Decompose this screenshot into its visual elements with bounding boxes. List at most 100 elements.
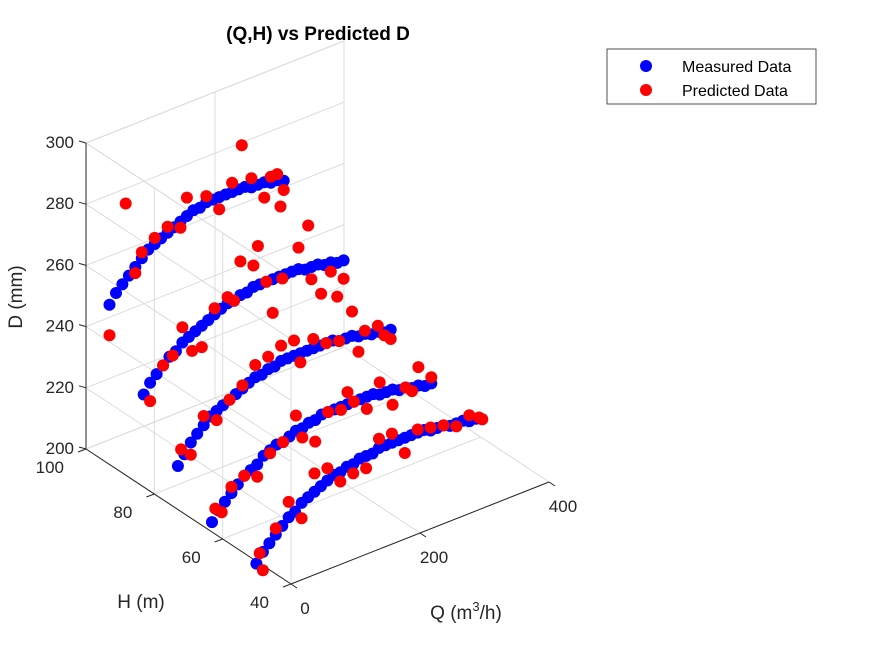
predicted-point — [384, 333, 397, 345]
y-tick — [146, 493, 155, 498]
grid-lines — [85, 40, 550, 585]
predicted-point — [347, 467, 360, 480]
predicted-point — [253, 547, 266, 560]
grid-line — [214, 397, 421, 534]
measured-point — [171, 460, 184, 472]
x-axis-label: Q (m3/h) — [430, 599, 502, 624]
predicted-point — [277, 436, 289, 449]
predicted-point — [103, 329, 116, 342]
predicted-point — [174, 221, 187, 234]
z-tick-label: 300 — [46, 133, 74, 152]
predicted-point — [385, 427, 398, 440]
predicted-point — [347, 395, 360, 408]
predicted-point — [175, 443, 188, 456]
measured-point — [103, 298, 116, 311]
predicted-point — [245, 172, 258, 185]
z-tick-label: 240 — [46, 317, 74, 336]
predicted-point — [373, 376, 386, 389]
predicted-point — [296, 431, 309, 444]
predicted-point — [144, 395, 157, 408]
legend-box — [606, 48, 817, 105]
predicted-point — [398, 447, 411, 459]
predicted-point — [197, 410, 210, 422]
predicted-point — [264, 447, 277, 460]
z-tick — [78, 140, 87, 144]
grid-line — [85, 326, 292, 463]
predicted-point — [258, 191, 271, 204]
predicted-point — [294, 356, 307, 369]
predicted-point — [274, 200, 287, 213]
predicted-point — [176, 321, 189, 334]
grid-line — [85, 224, 345, 328]
predicted-point — [269, 522, 282, 535]
measured-point — [191, 427, 204, 440]
z-tick — [78, 262, 87, 266]
measured-point — [144, 376, 157, 389]
y-tick — [77, 448, 87, 453]
z-tick — [78, 324, 87, 328]
predicted-point — [411, 423, 424, 436]
predicted-point — [210, 414, 223, 427]
predicted-point — [157, 359, 170, 372]
predicted-point — [341, 386, 354, 399]
predicted-point — [129, 267, 142, 280]
predicted-point — [195, 341, 208, 354]
grid-line — [85, 285, 345, 389]
z-tick-label: 260 — [46, 255, 74, 274]
measured-point — [116, 278, 129, 291]
x-tick — [290, 583, 298, 589]
predicted-point — [228, 294, 240, 307]
predicted-point — [333, 335, 346, 347]
x-tick — [548, 481, 556, 487]
predicted-point — [352, 345, 365, 358]
y-tick — [282, 583, 292, 588]
predicted-point — [225, 480, 238, 493]
grid-line — [222, 436, 481, 540]
z-tick-label: 280 — [46, 194, 74, 213]
predicted-point — [235, 139, 248, 152]
predicted-point — [406, 385, 418, 398]
predicted-point — [200, 190, 213, 203]
measured-point — [251, 458, 264, 471]
predicted-point — [251, 470, 264, 483]
grid-line — [85, 101, 345, 205]
y-tick-label: 100 — [36, 458, 64, 477]
predicted-point — [346, 305, 358, 318]
predicted-point — [161, 220, 174, 233]
predicted-point — [309, 435, 322, 448]
predicted-point — [307, 333, 320, 345]
predicted-point — [358, 324, 371, 337]
predicted-point — [276, 272, 289, 285]
predicted-point — [321, 462, 334, 475]
y-tick — [214, 538, 223, 543]
predicted-point — [275, 339, 288, 352]
legend-measured-marker — [640, 60, 652, 72]
predicted-point — [360, 462, 373, 475]
x-tick — [419, 532, 427, 538]
predicted-point — [476, 413, 489, 426]
x-tick-label: 0 — [300, 599, 309, 618]
predicted-point — [424, 421, 437, 434]
predicted-point — [271, 168, 284, 181]
z-tick-label: 220 — [46, 378, 74, 397]
predicted-point — [437, 419, 450, 432]
y-tick-label: 40 — [250, 593, 269, 612]
predicted-point — [180, 191, 193, 204]
predicted-point — [223, 393, 236, 406]
predicted-point — [412, 361, 425, 374]
legend-measured-label: Measured Data — [682, 59, 791, 76]
predicted-point — [166, 349, 179, 362]
z-axis-label: D (mm) — [6, 265, 27, 328]
measured-point — [184, 436, 197, 449]
y-axis-label: H (m) — [117, 592, 164, 613]
y-tick-label: 60 — [182, 548, 201, 567]
predicted-point — [373, 432, 385, 445]
measured-point — [218, 495, 231, 508]
grid-line — [343, 346, 550, 483]
predicted-point — [238, 469, 251, 482]
predicted-point — [450, 420, 463, 433]
predicted-point — [324, 265, 337, 278]
measured-point — [150, 368, 163, 381]
predicted-point — [119, 197, 132, 210]
